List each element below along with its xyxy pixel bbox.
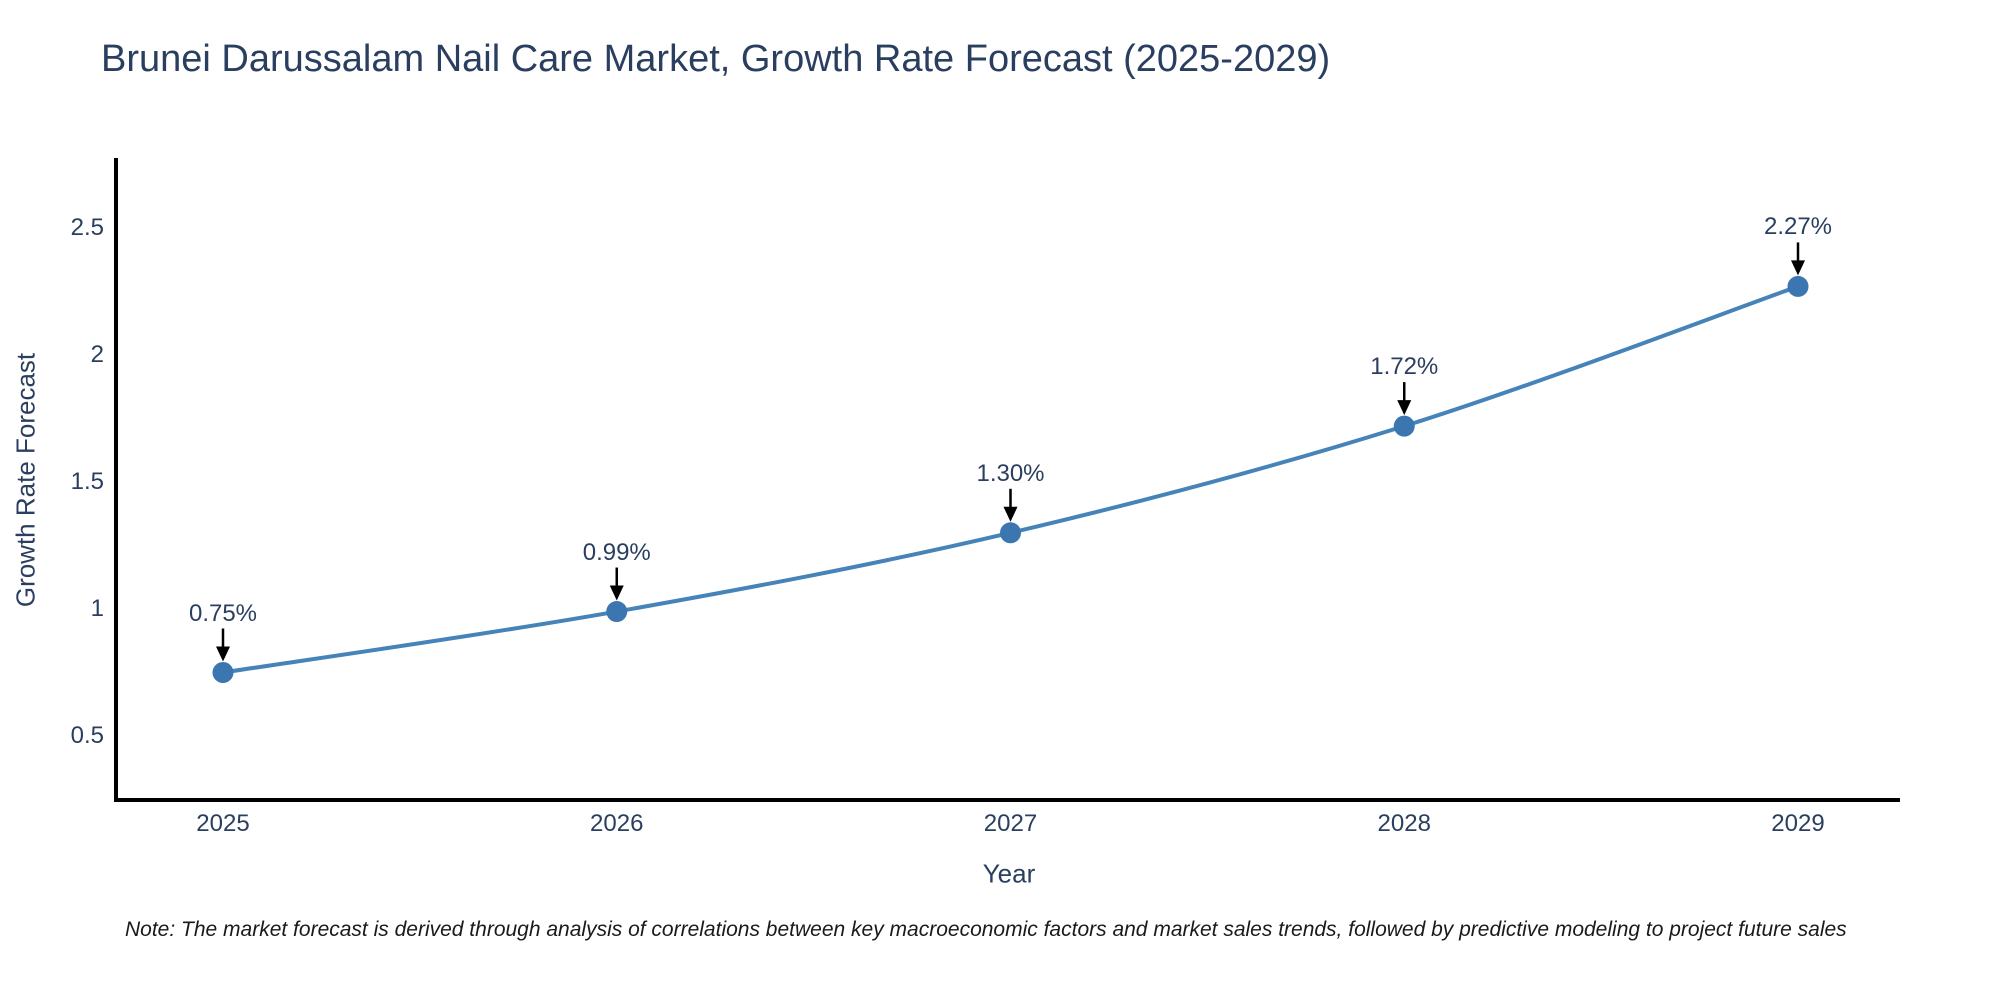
x-tick-2026: 2026 xyxy=(590,810,644,837)
y-tick-1.5: 1.5 xyxy=(70,468,104,495)
point-label-2025: 0.75% xyxy=(188,599,258,627)
arrow-head xyxy=(1003,506,1018,522)
x-axis-title: Year xyxy=(982,858,1036,889)
x-tick-2025: 2025 xyxy=(196,810,250,837)
y-tick-0.5: 0.5 xyxy=(70,722,104,749)
y-tick-2: 2 xyxy=(90,341,104,368)
data-point-2026[interactable] xyxy=(606,601,628,623)
data-point-2028[interactable] xyxy=(1393,415,1415,437)
chart-title: Brunei Darussalam Nail Care Market, Grow… xyxy=(101,38,1331,80)
arrow-head xyxy=(1397,400,1412,416)
data-point-2025[interactable] xyxy=(212,662,234,683)
arrow-head xyxy=(609,585,624,601)
y-axis-title: Growth Rate Forecast xyxy=(10,352,41,608)
data-point-2027[interactable] xyxy=(1000,522,1021,544)
point-label-2028: 1.72% xyxy=(1370,353,1439,381)
footnote: Note: The market forecast is derived thr… xyxy=(125,918,1847,941)
x-tick-2028: 2028 xyxy=(1377,810,1431,837)
arrow-head xyxy=(216,646,230,662)
arrow-head xyxy=(1791,260,1805,276)
point-label-2026: 0.99% xyxy=(582,538,651,566)
point-label-2029: 2.27% xyxy=(1763,213,1833,241)
annotation-arrows xyxy=(216,242,1805,662)
y-tick-1: 1 xyxy=(90,595,104,622)
data-point-markers xyxy=(212,275,1809,683)
data-point-2029[interactable] xyxy=(1787,275,1809,297)
y-tick-2.5: 2.5 xyxy=(70,214,104,241)
point-label-2027: 1.30% xyxy=(976,459,1045,487)
x-tick-2029: 2029 xyxy=(1771,810,1825,837)
x-tick-2027: 2027 xyxy=(983,810,1038,837)
